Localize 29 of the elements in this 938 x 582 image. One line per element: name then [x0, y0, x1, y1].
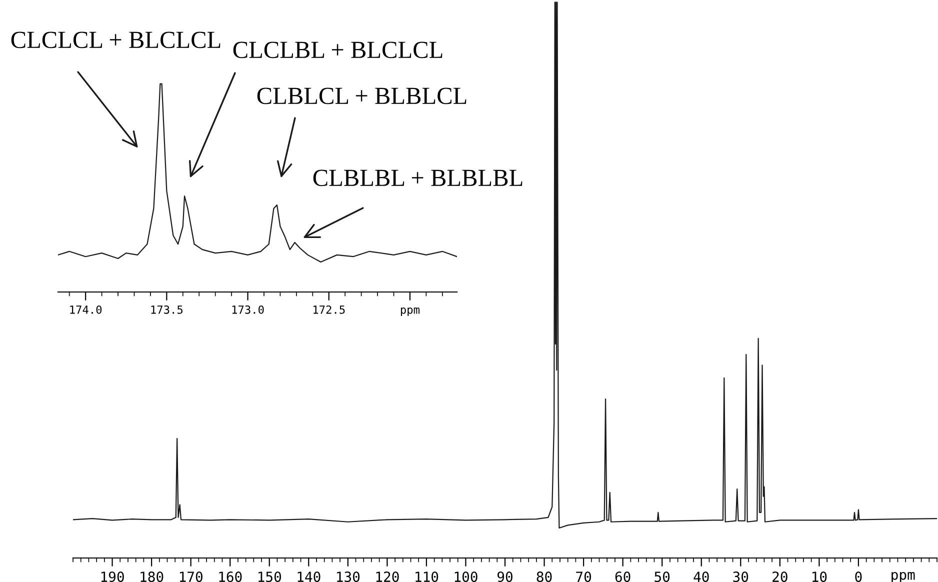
x-tick-label: 50: [654, 572, 670, 582]
x-tick-label: 173.0: [232, 305, 264, 314]
x-tick-label: 173.5: [151, 305, 183, 314]
x-tick-label: 160: [219, 572, 242, 582]
x-tick-label: 140: [298, 572, 320, 582]
x-tick-label: 170: [180, 572, 202, 582]
x-tick-label: 110: [416, 572, 438, 582]
x-tick-label: 20: [772, 572, 788, 582]
x-tick-label: ppm: [400, 307, 420, 316]
x-tick-label: 90: [498, 572, 512, 582]
x-tick-label: 172.5: [313, 305, 345, 314]
annotation: CLBLBL + BLBLBL: [313, 170, 522, 186]
x-tick-label: 0: [855, 572, 862, 582]
x-tick-label: 130: [337, 572, 360, 582]
x-tick-label: 174.0: [70, 305, 102, 314]
x-tick-label: 60: [615, 572, 630, 582]
annotation: CLCLCL + BLCLCL: [11, 32, 220, 48]
annotation: CLCLBL + BLCLCL: [233, 42, 442, 58]
x-tick-label: 120: [376, 572, 399, 582]
x-tick-label: 70: [576, 572, 592, 582]
x-tick-label: 180: [140, 572, 164, 582]
x-tick-label: 10: [812, 572, 827, 582]
x-tick-label: 40: [694, 572, 709, 582]
annotation: CLBLCL + BLBLCL: [257, 88, 466, 104]
x-tick-label: 150: [258, 572, 282, 582]
x-tick-label: 30: [733, 572, 748, 582]
x-tick-label: 100: [454, 572, 478, 582]
x-tick-label: 190: [101, 572, 124, 582]
x-tick-label: 80: [536, 572, 552, 582]
